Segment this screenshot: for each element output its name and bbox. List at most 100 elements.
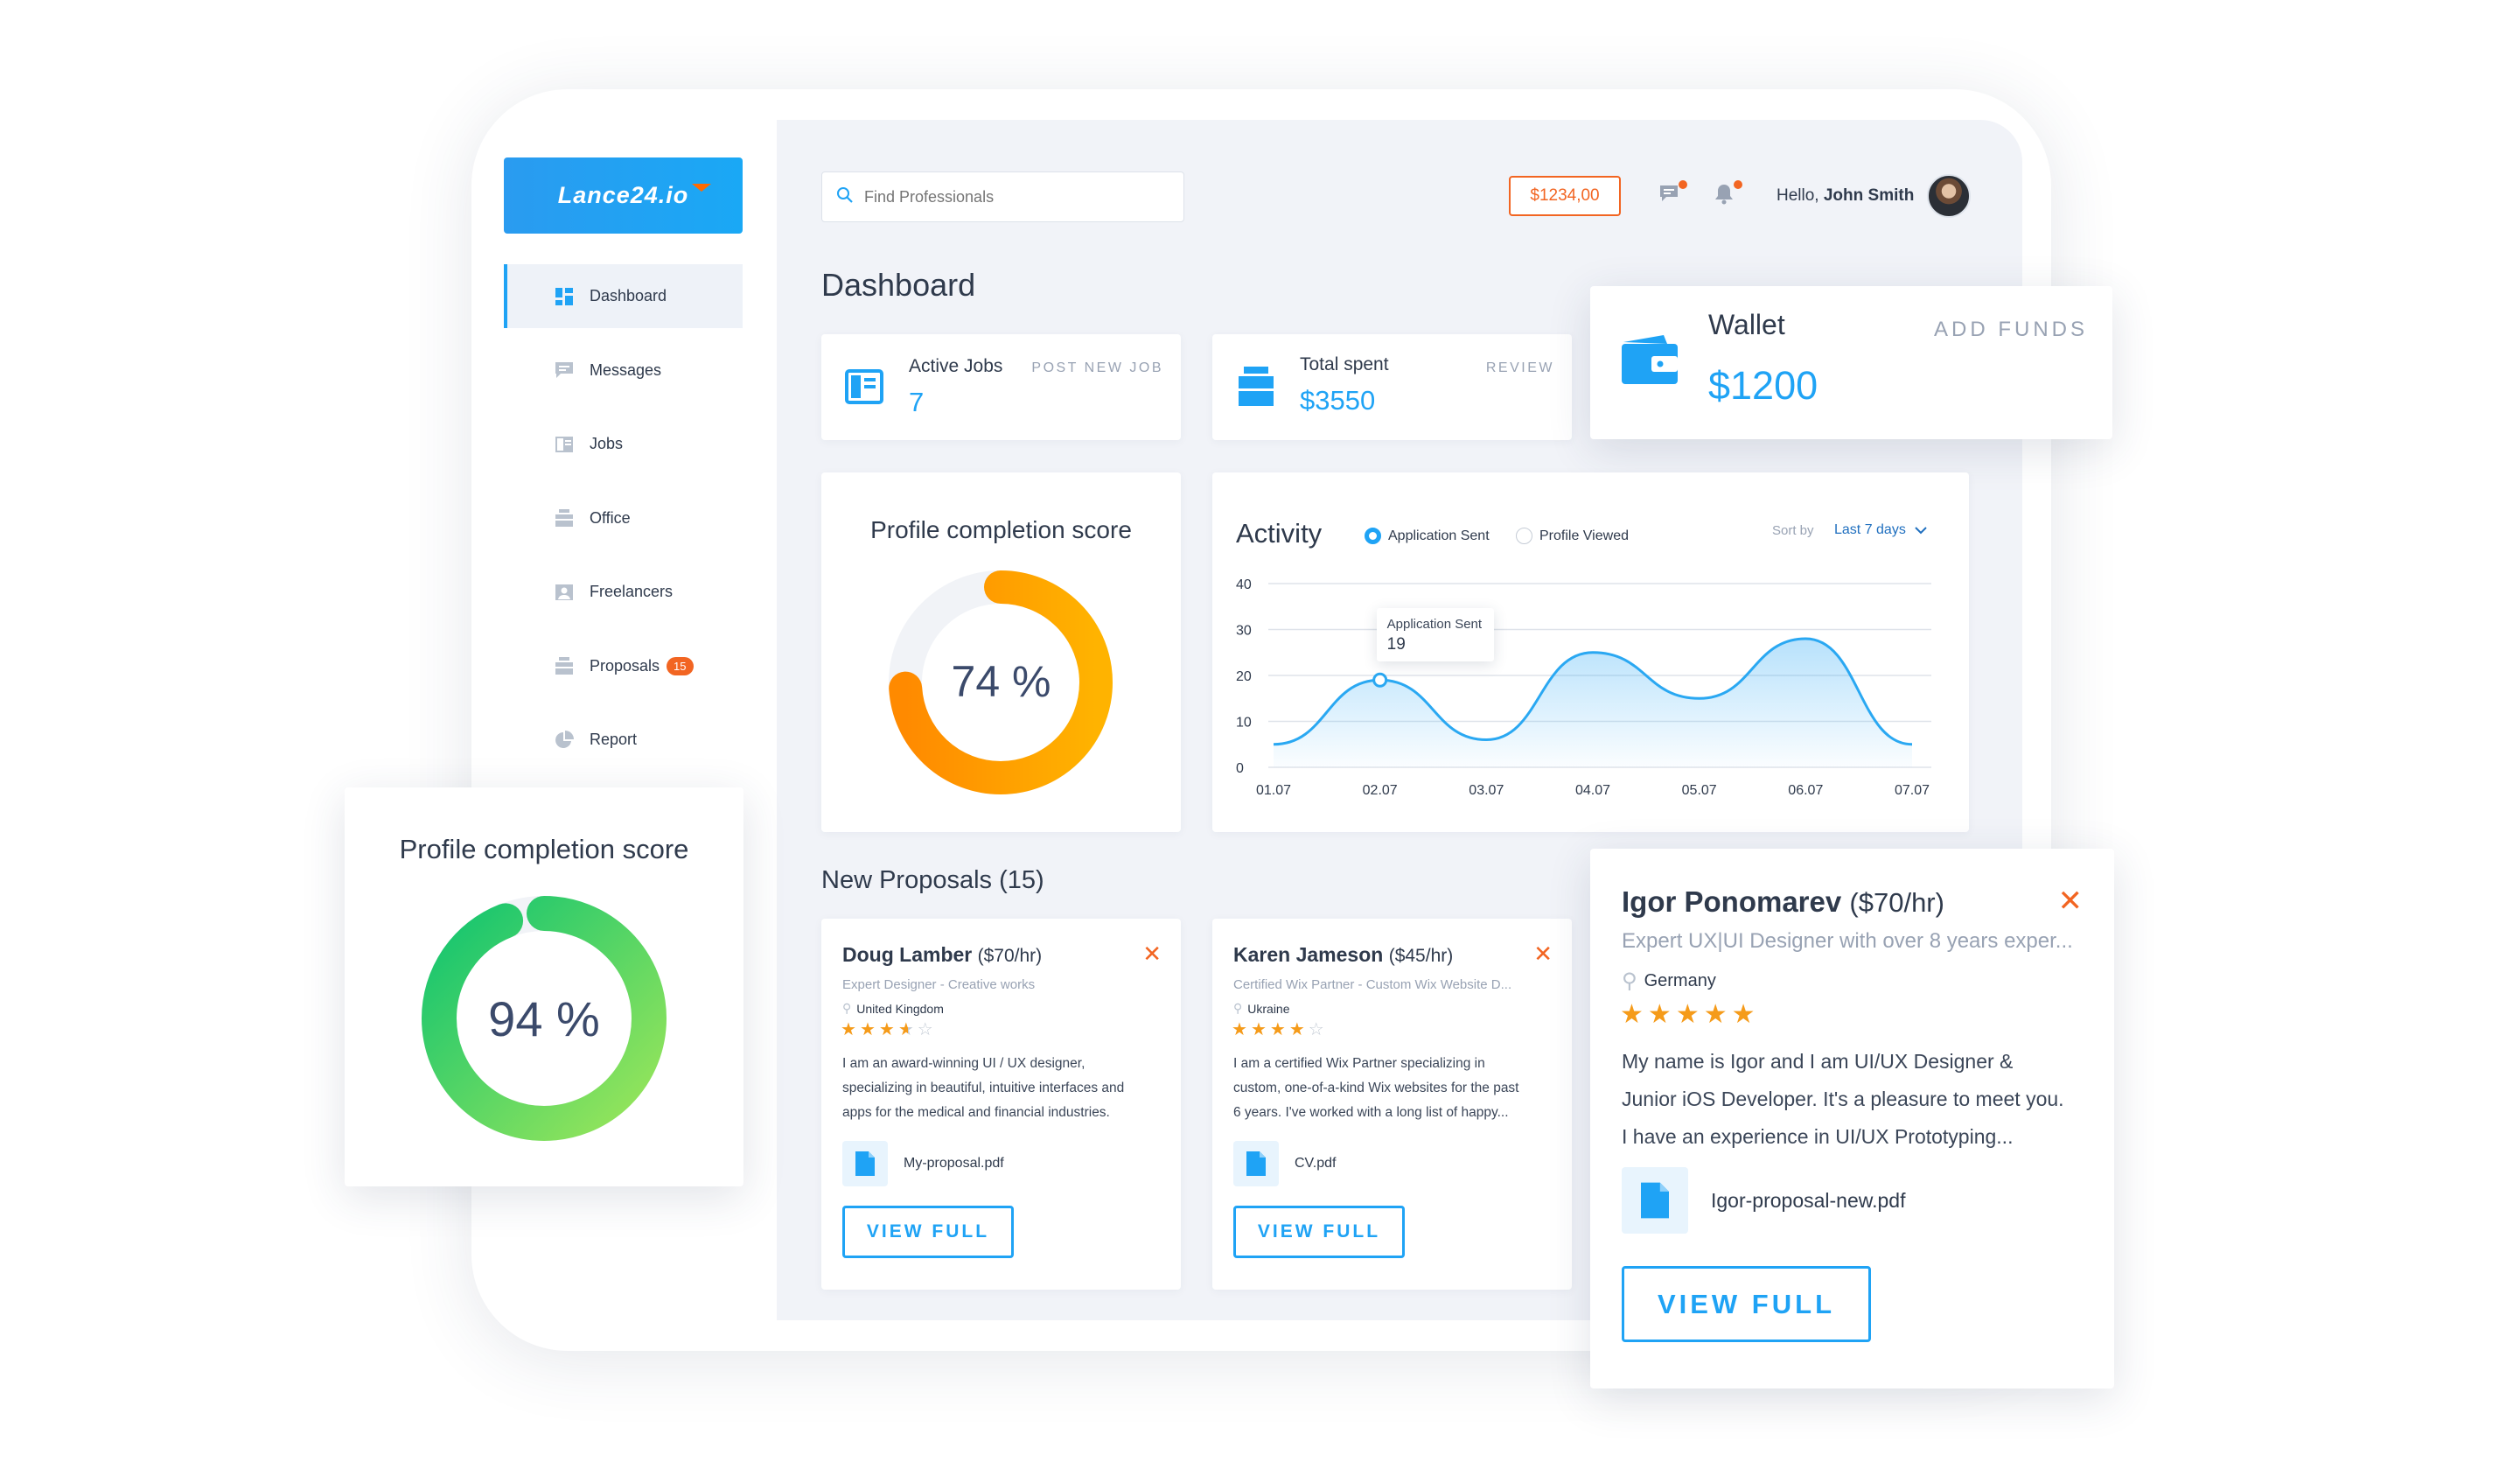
sidebar-item-office[interactable]: Office	[504, 486, 743, 550]
score-arc	[889, 570, 1113, 794]
attachment[interactable]: CV.pdf	[1233, 1141, 1336, 1186]
description-line: I have an experience in UI/UX Prototypin…	[1622, 1125, 2014, 1148]
star-icon: ★	[859, 1020, 879, 1039]
close-icon[interactable]: ✕	[2057, 885, 2084, 918]
brand-logo[interactable]: Lance24.io	[504, 157, 743, 234]
add-funds-link[interactable]: ADD FUNDS	[1933, 318, 2088, 341]
attachment[interactable]: My-proposal.pdf	[842, 1141, 1004, 1186]
view-full-button[interactable]: VIEW FULL	[1622, 1266, 1871, 1342]
sort-value: Last 7 days	[1834, 522, 1906, 537]
profile-score-float-card: Profile completion score 94 %	[345, 787, 743, 1186]
star-icon: ★	[1620, 1000, 1648, 1029]
view-full-button[interactable]: VIEW FULL	[842, 1206, 1014, 1258]
attachment[interactable]: Igor-proposal-new.pdf	[1622, 1167, 1905, 1234]
freelancer-rate: ($70/hr)	[1849, 887, 1944, 918]
legend-profile-viewed[interactable]: Profile Viewed	[1516, 528, 1629, 544]
sidebar-item-label: Jobs	[590, 435, 624, 452]
profile-score-value: 74 %	[951, 657, 1051, 706]
review-link[interactable]: REVIEW	[1485, 360, 1554, 375]
post-new-job-link[interactable]: POST NEW JOB	[1031, 360, 1163, 375]
sidebar-item-dashboard[interactable]: Dashboard	[504, 264, 743, 328]
search-box[interactable]	[821, 171, 1184, 222]
proposals-icon	[555, 656, 574, 675]
view-full-button[interactable]: VIEW FULL	[1233, 1206, 1405, 1258]
greeting-text: Hello,	[1777, 186, 1819, 205]
sidebar-item-messages[interactable]: Messages	[504, 339, 743, 402]
sidebar-item-jobs[interactable]: Jobs	[504, 412, 743, 476]
office-icon	[555, 508, 574, 528]
freelancer-rate: ($70/hr)	[977, 946, 1043, 966]
y-tick-label: 10	[1236, 716, 1252, 731]
jobs-icon	[845, 369, 883, 409]
bell-icon	[1715, 185, 1733, 205]
page-title: Dashboard	[821, 267, 976, 303]
proposal-freelancer: Igor Ponomarev ($70/hr)	[1622, 885, 1944, 919]
active-jobs-value: 7	[909, 387, 925, 417]
freelancer-location: ⚲ United Kingdom	[842, 1001, 944, 1016]
star-icon: ★	[841, 1020, 860, 1039]
location-text: Ukraine	[1247, 1001, 1290, 1016]
chat-notification-button[interactable]	[1659, 180, 1687, 206]
star-icon: ☆	[917, 1020, 937, 1039]
legend-label: Profile Viewed	[1539, 528, 1629, 543]
star-icon: ★	[1269, 1020, 1289, 1039]
freelancer-name: Karen Jameson	[1233, 943, 1384, 966]
total-spent-card: Total spent $3550 REVIEW	[1212, 334, 1572, 440]
close-icon[interactable]: ✕	[1142, 941, 1162, 967]
freelancer-name: Igor Ponomarev	[1622, 885, 1842, 918]
profile-score-title: Profile completion score	[870, 516, 1132, 543]
star-icon: ☆	[1308, 1020, 1328, 1039]
description-line: I am an award-winning UI / UX designer,	[842, 1056, 1085, 1071]
x-tick-label: 02.07	[1363, 783, 1398, 798]
user-greeting[interactable]: Hello, John Smith	[1777, 186, 1914, 206]
y-tick-label: 30	[1236, 624, 1252, 639]
balance-button[interactable]: $1234,00	[1509, 176, 1621, 216]
rating-stars: ★★★★☆	[841, 1018, 937, 1040]
sidebar-item-label: Freelancers	[590, 583, 674, 600]
brand-name: Lance24.io	[557, 182, 689, 208]
freelancers-icon	[555, 583, 574, 602]
avatar[interactable]	[1927, 174, 1971, 218]
unread-dot	[1679, 180, 1687, 189]
description-line: Junior iOS Developer. It's a pleasure to…	[1622, 1088, 2064, 1110]
y-tick-label: 20	[1236, 669, 1252, 684]
x-tick-label: 01.07	[1256, 783, 1291, 798]
star-icon: ★	[897, 1020, 918, 1039]
sidebar-item-label: Dashboard	[590, 287, 667, 304]
proposal-description: I am an award-winning UI / UX designer, …	[842, 1052, 1124, 1125]
legend-application-sent[interactable]: Application Sent	[1365, 528, 1490, 544]
logo-mark-icon	[692, 184, 711, 192]
location-pin-icon: ⚲	[842, 1001, 852, 1015]
area-fill	[1274, 639, 1912, 767]
rating-stars: ★★★★☆	[1232, 1018, 1328, 1040]
file-icon	[842, 1141, 888, 1186]
star-icon: ★	[1703, 1000, 1732, 1029]
messages-icon	[555, 360, 574, 380]
close-icon[interactable]: ✕	[1533, 941, 1553, 967]
star-icon: ★	[1288, 1020, 1309, 1039]
sidebar-item-label: Report	[590, 731, 638, 748]
y-tick-label: 40	[1236, 577, 1252, 592]
radio-unselected-icon	[1516, 528, 1532, 544]
x-tick-label: 03.07	[1469, 783, 1504, 798]
description-line: custom, one-of-a-kind Wix websites for t…	[1233, 1081, 1519, 1095]
notifications-button[interactable]	[1714, 180, 1742, 206]
search-input[interactable]	[864, 187, 1162, 206]
freelancer-name: Doug Lamber	[842, 943, 973, 966]
proposal-card: Karen Jameson ($45/hr) ✕ Certified Wix P…	[1212, 919, 1572, 1290]
active-jobs-title: Active Jobs	[909, 356, 1003, 376]
sidebar-item-freelancers[interactable]: Freelancers	[504, 560, 743, 624]
jobs-icon	[555, 435, 574, 454]
sort-dropdown[interactable]: Last 7 days	[1834, 522, 1927, 538]
freelancer-subtitle: Expert UX|UI Designer with over 8 years …	[1622, 929, 2073, 953]
briefcase-icon	[1237, 364, 1275, 412]
description-line: specializing in beautiful, intuitive int…	[842, 1081, 1125, 1095]
sidebar-item-report[interactable]: Report	[504, 708, 743, 772]
freelancer-subtitle: Expert Designer - Creative works	[842, 977, 1036, 992]
sidebar-item-label: Proposals	[590, 656, 660, 675]
proposals-section-title: New Proposals (15)	[821, 866, 1044, 894]
file-name: CV.pdf	[1295, 1156, 1337, 1171]
chevron-down-icon	[1915, 526, 1927, 534]
sidebar-item-proposals[interactable]: Proposals 15	[504, 634, 743, 698]
star-icon: ★	[1731, 1000, 1760, 1029]
